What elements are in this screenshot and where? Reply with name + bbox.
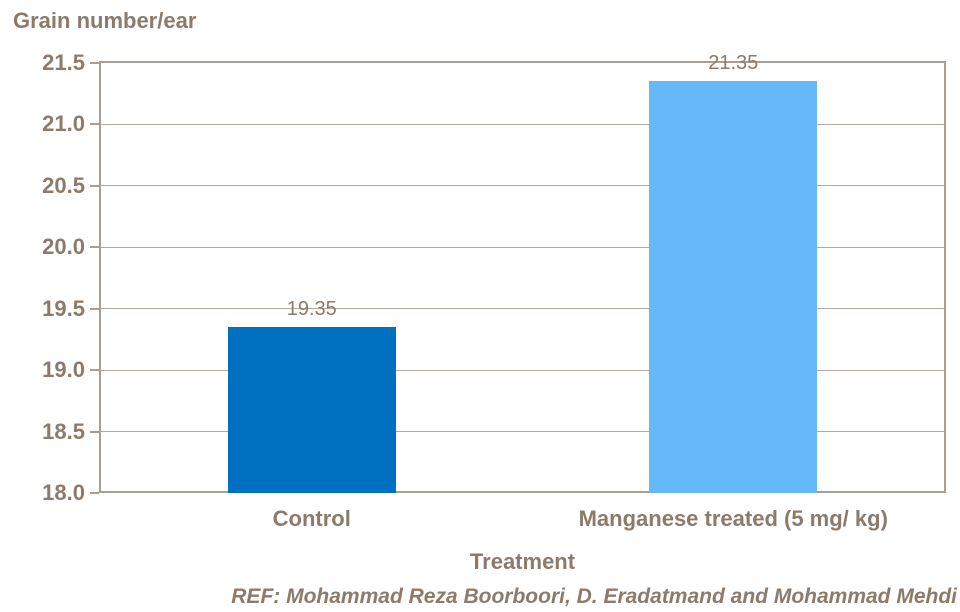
bar-value-label: 19.35	[286, 298, 337, 321]
y-axis-tick	[90, 430, 99, 433]
x-axis-title: Treatment	[469, 549, 576, 574]
plot-area	[99, 61, 946, 493]
y-axis-tick	[90, 246, 99, 249]
y-axis-tick-label: 21.0	[42, 111, 85, 137]
reference-text: REF: Mohammad Reza Boorboori, D. Eradatm…	[231, 585, 957, 608]
gridline	[101, 246, 944, 248]
bar	[649, 81, 818, 493]
gridline	[101, 308, 944, 310]
y-axis-tick	[90, 184, 99, 187]
y-axis-tick-label: 20.0	[42, 234, 85, 260]
bar	[227, 327, 396, 493]
y-axis-tick-label: 18.5	[42, 418, 85, 444]
y-axis-tick	[90, 307, 99, 310]
x-category-label: Manganese treated (5 mg/ kg)	[578, 506, 888, 531]
y-axis-tick	[90, 369, 99, 372]
y-axis-tick	[90, 123, 99, 126]
gridline	[101, 431, 944, 433]
y-axis-tick-label: 19.5	[42, 295, 85, 321]
y-axis-tick	[90, 62, 99, 64]
y-axis-tick-label: 20.5	[42, 172, 85, 198]
gridline	[101, 185, 944, 187]
y-axis-tick-label: 21.5	[42, 50, 85, 75]
x-category-label: Control	[272, 506, 351, 531]
y-axis-tick-label: 18.0	[42, 480, 85, 505]
gridline	[101, 369, 944, 371]
gridline	[101, 123, 944, 125]
chart-title: Grain number/ear	[13, 8, 197, 33]
bar-value-label: 21.35	[708, 52, 759, 75]
y-axis-tick-label: 19.0	[42, 357, 85, 383]
y-axis-tick	[90, 492, 99, 494]
